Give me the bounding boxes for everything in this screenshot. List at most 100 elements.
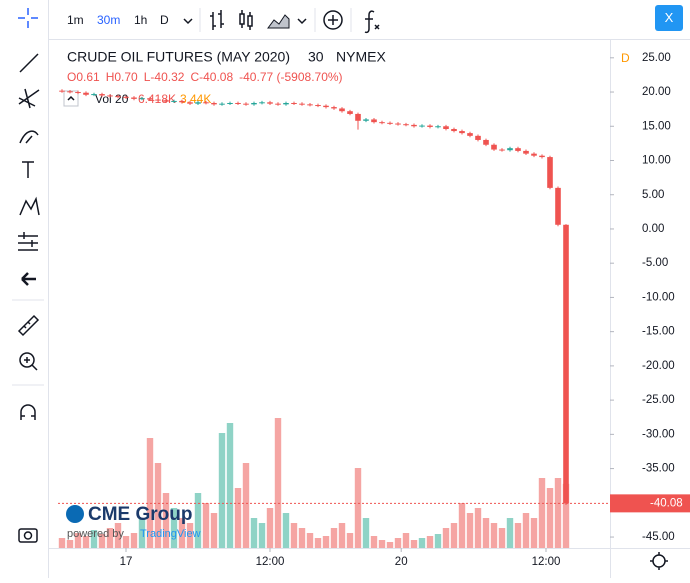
candle-body	[155, 99, 161, 101]
volume-bar	[530, 518, 538, 548]
volume-bar	[178, 518, 186, 548]
compare-button[interactable]	[323, 10, 343, 30]
volume-bar	[378, 540, 386, 548]
candle-body	[419, 125, 425, 127]
interval-button[interactable]: 30m	[97, 13, 120, 27]
volume-bar	[74, 533, 82, 548]
x-tick-label: 12:00	[256, 556, 285, 568]
y-tick-label: -30.00	[642, 428, 675, 440]
candle-body	[163, 100, 169, 102]
measure-tool[interactable]	[17, 314, 40, 337]
indicators-button[interactable]	[364, 10, 380, 34]
style-dropdown[interactable]	[297, 18, 307, 25]
trend-line-tool[interactable]	[19, 53, 39, 73]
volume-value: 6.418K	[138, 92, 176, 106]
candle-body	[515, 148, 521, 151]
close-button-label[interactable]: X	[665, 10, 674, 25]
candle-body	[243, 103, 249, 105]
candle-body	[267, 102, 273, 104]
candle-body	[187, 102, 193, 104]
text-tool[interactable]	[22, 161, 34, 178]
candle-body	[427, 125, 433, 127]
brush-tool[interactable]	[19, 130, 39, 144]
volume-bar	[418, 538, 426, 548]
powered-by-provider: TradingView	[140, 528, 201, 540]
pattern-tool[interactable]	[19, 196, 40, 216]
zoom-tool[interactable]	[19, 352, 38, 371]
volume-bar	[210, 513, 218, 548]
candle-body	[435, 126, 441, 128]
candle-body	[355, 113, 361, 121]
candle-body	[539, 155, 545, 158]
candle-body	[91, 94, 97, 96]
candle-body	[467, 133, 473, 136]
volume-bar	[426, 536, 434, 548]
volume-bar	[394, 538, 402, 548]
prediction-tool[interactable]	[18, 232, 38, 251]
ohlc-value: C-40.08	[190, 70, 233, 84]
volume-bar	[290, 523, 298, 548]
candle-body	[323, 105, 329, 108]
candle-body	[259, 102, 265, 104]
y-tick-label: 5.00	[642, 189, 664, 201]
magnet-tool[interactable]	[20, 404, 36, 420]
candle-body	[491, 144, 497, 150]
volume-bar	[282, 513, 290, 548]
collapse-legend[interactable]	[63, 90, 79, 107]
candle-body	[171, 100, 177, 102]
ohlc-value: -40.77 (-5908.70%)	[239, 70, 342, 84]
volume-bar	[90, 530, 98, 548]
candle-body	[507, 148, 513, 151]
interval-button[interactable]: D	[160, 13, 169, 27]
bar-style-button[interactable]	[210, 10, 224, 30]
candle-body	[251, 102, 257, 105]
y-tick-label: -45.00	[642, 531, 675, 543]
logo-name: CME Group	[88, 504, 193, 525]
volume-bar	[346, 533, 354, 548]
volume-bar	[218, 433, 226, 548]
pitchfork-tool[interactable]	[18, 88, 40, 109]
candle-body	[299, 103, 305, 105]
candle-body	[499, 149, 505, 151]
collapse-icon[interactable]	[67, 95, 75, 101]
candle-body	[59, 90, 65, 92]
volume-bar	[538, 478, 546, 548]
screenshot-button[interactable]	[18, 528, 38, 543]
volume-bar	[162, 493, 170, 548]
interval-dropdown[interactable]	[183, 18, 193, 25]
close-button[interactable]	[655, 5, 683, 31]
candle-body	[483, 139, 489, 145]
settings-button[interactable]	[650, 552, 668, 570]
interval-button[interactable]: 1m	[67, 13, 84, 27]
volume-bar	[402, 533, 410, 548]
interval-button[interactable]: 1h	[134, 13, 147, 27]
candle-body	[459, 131, 465, 134]
crosshair-tool[interactable]	[18, 8, 38, 28]
candle-body	[475, 135, 481, 140]
volume-bar	[258, 523, 266, 548]
candle-body	[291, 102, 297, 104]
back-tool[interactable]	[21, 272, 36, 286]
candle-body	[411, 124, 417, 127]
candle-body	[563, 224, 569, 504]
area-style-button[interactable]	[267, 14, 290, 29]
candle-style-button[interactable]	[239, 10, 253, 30]
candle-body	[371, 119, 377, 123]
symbol-interval: 30	[308, 49, 324, 65]
volume-bar	[82, 536, 90, 548]
volume-bar	[114, 523, 122, 548]
candle-body	[123, 96, 129, 98]
volume-bar	[386, 542, 394, 548]
volume-bar	[362, 518, 370, 548]
volume-ma-value: 3.44K	[180, 92, 211, 106]
candle-body	[227, 102, 233, 104]
logo-globe	[66, 505, 84, 523]
candle-body	[275, 103, 281, 105]
candle-body	[403, 124, 409, 126]
candle-body	[107, 95, 113, 97]
dividend-flag: D	[621, 51, 630, 65]
y-tick-label: -35.00	[642, 463, 675, 475]
candle-body	[219, 103, 225, 105]
volume-bar	[506, 518, 514, 548]
